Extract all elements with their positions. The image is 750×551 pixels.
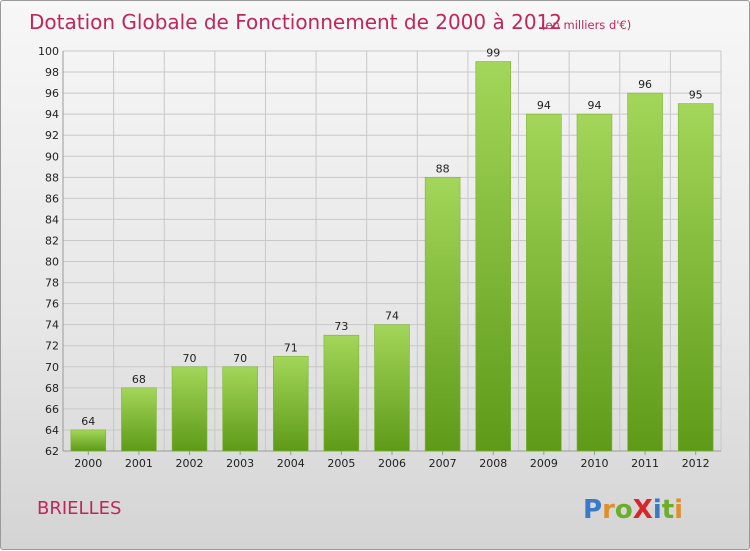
bar-value-label: 96 bbox=[638, 78, 652, 91]
logo-letter: P bbox=[583, 495, 602, 525]
x-tick-label: 2002 bbox=[176, 457, 204, 470]
bar bbox=[121, 387, 157, 452]
y-tick-label: 68 bbox=[45, 382, 59, 395]
bar bbox=[273, 355, 309, 452]
y-tick-label: 100 bbox=[38, 45, 59, 58]
y-tick-label: 80 bbox=[45, 256, 59, 269]
bar-value-label: 73 bbox=[334, 320, 348, 333]
proxiti-logo: ProXiti bbox=[583, 495, 683, 525]
bar bbox=[424, 177, 461, 452]
logo-letter: t bbox=[662, 495, 674, 525]
y-tick-label: 86 bbox=[45, 192, 59, 205]
bar bbox=[222, 366, 258, 452]
bar-value-label: 99 bbox=[486, 47, 500, 60]
y-tick-label: 76 bbox=[45, 298, 59, 311]
x-tick-label: 2004 bbox=[277, 457, 305, 470]
y-tick-label: 74 bbox=[45, 319, 59, 332]
y-tick-label: 92 bbox=[45, 129, 59, 142]
y-tick-label: 72 bbox=[45, 340, 59, 353]
y-tick-label: 90 bbox=[45, 150, 59, 163]
bar bbox=[70, 429, 107, 452]
x-tick-label: 2012 bbox=[682, 457, 710, 470]
bar bbox=[526, 113, 562, 452]
bar bbox=[475, 61, 511, 452]
x-tick-label: 2003 bbox=[226, 457, 254, 470]
x-tick-label: 2011 bbox=[631, 457, 659, 470]
logo-letter: i bbox=[653, 495, 662, 525]
x-tick-label: 2010 bbox=[580, 457, 608, 470]
x-tick-label: 2005 bbox=[327, 457, 355, 470]
y-tick-label: 62 bbox=[45, 445, 59, 458]
bar-layer: 64 68 70 70 71 73 74 88 99 94 94 96 95 bbox=[70, 47, 714, 452]
x-tick-label: 2008 bbox=[479, 457, 507, 470]
bar-value-label: 70 bbox=[183, 352, 197, 365]
logo-letter: X bbox=[633, 495, 653, 525]
bar-value-label: 95 bbox=[689, 89, 703, 102]
chart-title: Dotation Globale de Fonctionnement de 20… bbox=[29, 10, 562, 34]
x-tick-label: 2009 bbox=[530, 457, 558, 470]
y-tick-label: 78 bbox=[45, 277, 59, 290]
x-tick-label: 2000 bbox=[74, 457, 102, 470]
y-tick-label: 96 bbox=[45, 87, 59, 100]
logo-letter: o bbox=[615, 495, 633, 525]
bar bbox=[374, 324, 410, 452]
y-tick-label: 82 bbox=[45, 234, 59, 247]
bar-value-label: 68 bbox=[132, 373, 146, 386]
bar-value-label: 94 bbox=[587, 99, 601, 112]
axis-layer: 62 64 66 68 70 72 74 76 78 80 82 84 86 88 90 92 94 96 98 10… bbox=[38, 45, 721, 470]
bar-value-label: 64 bbox=[81, 415, 95, 428]
town-name: BRIELLES bbox=[37, 498, 121, 519]
y-tick-label: 94 bbox=[45, 108, 59, 121]
bar-value-label: 74 bbox=[385, 310, 399, 323]
x-tick-label: 2001 bbox=[125, 457, 153, 470]
x-tick-label: 2006 bbox=[378, 457, 406, 470]
bar-value-label: 70 bbox=[233, 352, 247, 365]
bar bbox=[171, 366, 208, 452]
x-tick-label: 2007 bbox=[429, 457, 457, 470]
y-tick-label: 64 bbox=[45, 424, 59, 437]
y-tick-label: 98 bbox=[45, 66, 59, 79]
y-tick-label: 84 bbox=[45, 213, 59, 226]
bar bbox=[677, 103, 714, 452]
bar-value-label: 71 bbox=[284, 341, 298, 354]
bar-value-label: 88 bbox=[436, 162, 450, 175]
y-tick-label: 88 bbox=[45, 171, 59, 184]
bar bbox=[323, 334, 360, 452]
logo-letter: i bbox=[674, 495, 683, 525]
bar bbox=[627, 92, 663, 452]
chart-unit: (en milliers d'€) bbox=[541, 18, 631, 32]
y-tick-label: 66 bbox=[45, 403, 59, 416]
bar bbox=[576, 113, 613, 452]
logo-letter: r bbox=[602, 495, 615, 525]
bar-value-label: 94 bbox=[537, 99, 551, 112]
y-tick-label: 70 bbox=[45, 361, 59, 374]
